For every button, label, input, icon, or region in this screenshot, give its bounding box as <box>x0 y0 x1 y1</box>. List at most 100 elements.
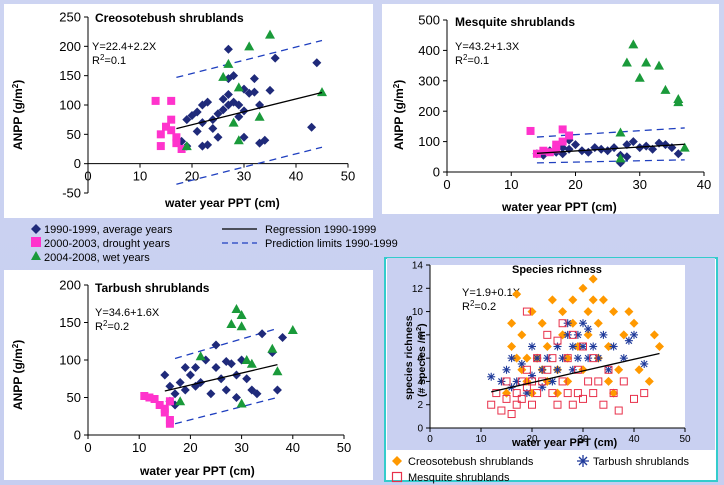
regression-line <box>491 352 660 393</box>
data-point <box>195 351 206 361</box>
data-point <box>644 376 654 386</box>
data-point <box>622 140 632 150</box>
regression-line <box>176 91 323 130</box>
data-point <box>218 105 228 115</box>
series-triangle <box>615 39 690 163</box>
data-point <box>155 401 164 409</box>
data-point <box>221 385 231 395</box>
data-point <box>614 365 624 375</box>
data-point <box>167 126 176 135</box>
data-point <box>589 342 598 351</box>
data-point <box>583 307 593 317</box>
y-tick-label: 10 <box>412 307 424 318</box>
data-point <box>543 365 552 374</box>
y-tick-label: 400 <box>418 43 440 58</box>
creosote-panel-background <box>4 4 373 218</box>
data-point <box>165 416 174 424</box>
data-point <box>239 106 249 116</box>
y-tick-label: 100 <box>418 134 440 149</box>
data-point <box>140 392 149 400</box>
data-point <box>228 117 239 127</box>
creosote-r-squared: R2=0.1 <box>92 53 126 67</box>
creosote-chart: Creosotebush shrublands Y=22.4+2.2X R2=0… <box>4 4 373 218</box>
data-point <box>578 283 588 293</box>
data-point <box>588 295 598 305</box>
data-point <box>211 340 221 350</box>
data-point <box>553 400 562 409</box>
data-point <box>579 342 587 351</box>
x-tick-label: 30 <box>633 177 647 192</box>
data-point <box>223 58 234 68</box>
data-point <box>522 353 532 363</box>
data-point <box>553 388 562 398</box>
richness-legend-label-creosote: Creosotebush shrublands <box>408 456 534 468</box>
x-tick-label: 40 <box>697 177 711 192</box>
data-point <box>526 126 535 135</box>
data-point <box>528 342 536 351</box>
x-tick-label: 0 <box>84 440 91 455</box>
data-point <box>203 140 213 150</box>
y-tick-label: 12 <box>412 284 424 295</box>
data-point <box>547 295 557 305</box>
data-point <box>206 389 216 399</box>
y-tick-label: 0 <box>433 165 440 180</box>
legend-square-marker <box>31 237 41 247</box>
regression-line <box>536 143 685 154</box>
data-point <box>573 389 582 398</box>
data-point <box>604 365 613 374</box>
legend-main: 1990-1999, average years 2000-2003, drou… <box>31 224 398 264</box>
regression-line <box>164 364 278 392</box>
data-point <box>593 318 603 328</box>
data-point <box>167 96 176 105</box>
data-point <box>527 307 537 317</box>
data-point <box>192 107 202 117</box>
data-point <box>558 137 567 146</box>
data-point <box>619 354 628 363</box>
data-point <box>231 370 241 380</box>
data-point <box>634 365 644 375</box>
x-tick-label: 10 <box>504 177 518 192</box>
mesquite-x-axis-label: water year PPT (cm) <box>501 200 617 214</box>
data-point <box>533 354 542 363</box>
data-point <box>584 325 593 334</box>
data-point <box>609 307 619 317</box>
prediction-limit-lower <box>176 146 323 185</box>
x-tick-label: 30 <box>234 440 248 455</box>
y-tick-label: 500 <box>418 13 440 28</box>
data-point <box>533 354 542 363</box>
x-tick-label: 20 <box>183 440 197 455</box>
data-point <box>654 60 665 70</box>
richness-legend: Creosotebush shrublands Tarbush shrublan… <box>391 455 690 484</box>
x-tick-label: 0 <box>427 434 433 445</box>
data-point <box>641 57 652 67</box>
data-point <box>584 354 593 363</box>
creosote-chart-title: Creosotebush shrublands <box>95 11 244 25</box>
y-tick-label: 2 <box>417 400 423 411</box>
x-tick-label: 50 <box>341 169 355 184</box>
richness-chart-title: Species richness <box>512 264 602 276</box>
data-point <box>231 393 241 402</box>
x-tick-label: 40 <box>289 169 303 184</box>
data-point <box>223 44 233 54</box>
data-point <box>628 137 638 147</box>
data-point <box>542 342 552 351</box>
data-point <box>583 330 593 340</box>
data-point <box>635 143 645 153</box>
legend-open-square-marker <box>391 471 403 483</box>
data-point <box>533 389 542 398</box>
data-point <box>145 393 154 402</box>
data-point <box>622 152 632 162</box>
data-point <box>539 146 548 155</box>
data-point <box>563 330 572 339</box>
x-tick-label: 30 <box>237 169 251 184</box>
data-point <box>558 319 567 328</box>
data-point <box>563 389 572 398</box>
data-point <box>487 372 496 381</box>
data-point <box>249 87 259 97</box>
data-point <box>160 370 170 380</box>
data-point <box>211 363 221 372</box>
y-tick-label: 200 <box>59 39 81 54</box>
data-point <box>568 295 578 305</box>
x-tick-label: 30 <box>577 434 589 445</box>
data-point <box>614 406 623 415</box>
